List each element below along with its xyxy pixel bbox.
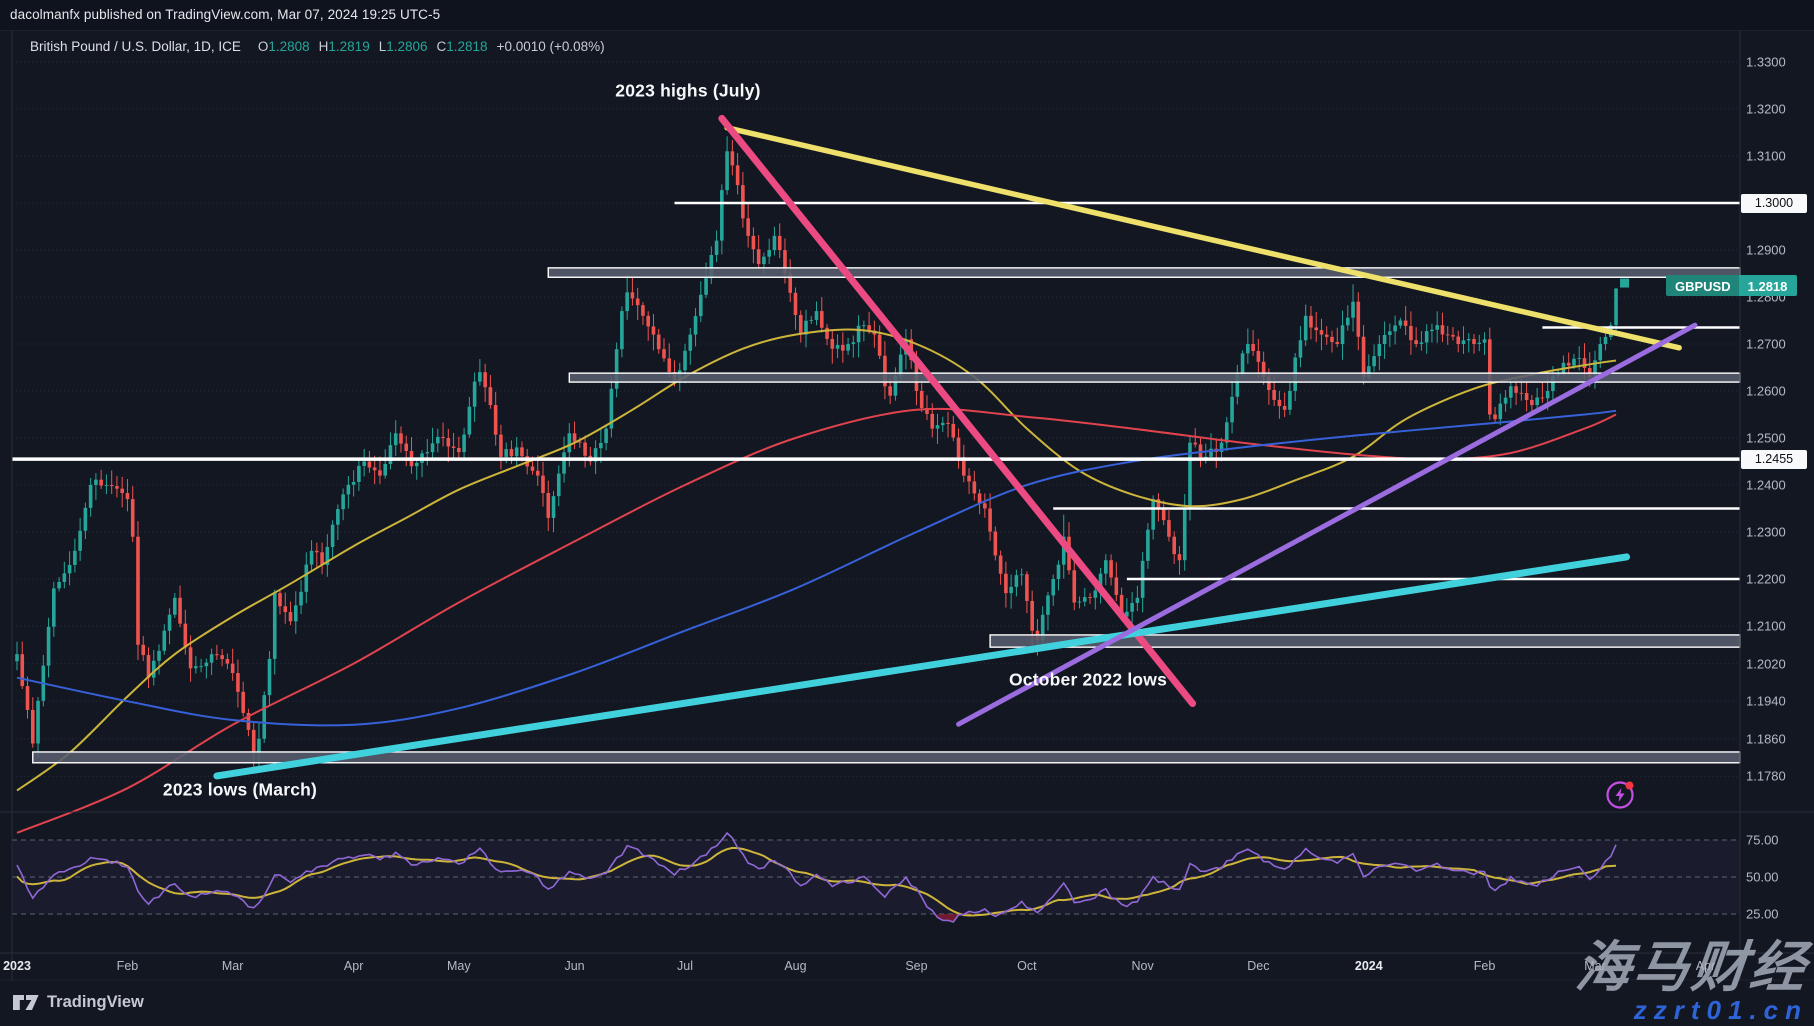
support-resistance-zone[interactable] — [32, 751, 1741, 764]
ascending-purple-trendline[interactable] — [956, 322, 1698, 727]
symbol-legend: British Pound / U.S. Dollar, 1D, ICE O1.2… — [30, 39, 605, 54]
time-axis-label[interactable]: Feb — [116, 959, 139, 973]
annotation-october-2022-lows: October 2022 lows — [1008, 669, 1168, 690]
time-axis-label[interactable]: Feb — [1473, 959, 1496, 973]
rsi-level-label: 75.00 — [1746, 832, 1779, 848]
descending-yellow-trendline[interactable] — [724, 125, 1682, 351]
time-axis-label[interactable]: Nov — [1131, 959, 1154, 973]
annotation-2023-highs: 2023 highs (July) — [615, 80, 761, 101]
last-price-symbol: GBPUSD — [1666, 274, 1739, 296]
time-axis-label[interactable]: Aug — [784, 959, 807, 973]
price-tick-label: 1.2300 — [1746, 524, 1786, 540]
price-tick-label: 1.2700 — [1746, 336, 1786, 352]
support-resistance-zone[interactable] — [547, 267, 1741, 278]
high-label: H — [318, 39, 329, 54]
price-level-badge-12455: 1.2455 — [1741, 449, 1807, 469]
open-label: O — [257, 39, 269, 54]
time-axis-label[interactable]: 2024 — [1354, 959, 1383, 973]
price-level-badge-13000: 1.3000 — [1741, 193, 1807, 213]
rsi-level-label: 50.00 — [1746, 869, 1779, 885]
last-price-badge: GBPUSD 1.2818 — [1666, 274, 1798, 296]
price-tick-label: 1.1940 — [1746, 693, 1786, 709]
support-resistance-zone[interactable] — [568, 372, 1741, 383]
ascending-cyan-trendline[interactable] — [213, 553, 1631, 780]
time-axis-label[interactable]: Apr — [1695, 959, 1716, 973]
symbol-title[interactable]: British Pound / U.S. Dollar, 1D, ICE — [30, 39, 241, 54]
price-tick-label: 1.2100 — [1746, 618, 1786, 634]
price-tick-label: 1.2600 — [1746, 383, 1786, 399]
time-axis-label[interactable]: May — [447, 959, 471, 973]
time-axis-label[interactable]: Mar — [1584, 959, 1606, 973]
change-value: +0.0010 (+0.08%) — [496, 39, 605, 54]
close-value: 1.2818 — [446, 39, 488, 54]
time-axis-label[interactable]: Sep — [905, 959, 928, 973]
price-tick-label: 1.3200 — [1746, 101, 1786, 117]
close-label: C — [436, 39, 447, 54]
high-value: 1.2819 — [328, 39, 370, 54]
price-tick-label: 1.2400 — [1746, 477, 1786, 493]
price-tick-label: 1.3300 — [1746, 54, 1786, 70]
time-axis-label[interactable]: Oct — [1017, 959, 1037, 973]
open-value: 1.2808 — [268, 39, 310, 54]
tradingview-logo-icon — [13, 995, 39, 1010]
publish-topbar: dacolmanfx published on TradingView.com,… — [0, 0, 1814, 31]
annotation-2023-lows: 2023 lows (March) — [162, 779, 318, 800]
rsi-signal-line — [16, 846, 1617, 917]
time-axis-label[interactable]: 2023 — [3, 959, 31, 973]
time-axis-label[interactable]: Jul — [677, 959, 694, 973]
time-axis-label[interactable]: Dec — [1247, 959, 1270, 973]
price-tick-label: 1.3100 — [1746, 148, 1786, 164]
last-price-value: 1.2818 — [1738, 274, 1798, 296]
time-axis-label[interactable]: Mar — [221, 959, 244, 973]
steep-pink-trendline[interactable] — [718, 114, 1197, 708]
price-tick-label: 1.1780 — [1746, 768, 1786, 784]
low-value: 1.2806 — [386, 39, 428, 54]
tradingview-attribution[interactable]: TradingView — [13, 993, 144, 1012]
price-tick-label: 1.1860 — [1746, 731, 1786, 747]
idea-lightning-icon[interactable] — [1606, 781, 1634, 809]
time-axis-label[interactable]: Apr — [343, 959, 364, 973]
price-tick-label: 1.2900 — [1746, 242, 1786, 258]
publish-info-text: dacolmanfx published on TradingView.com,… — [10, 7, 441, 22]
low-label: L — [378, 39, 387, 54]
price-tick-label: 1.2020 — [1746, 656, 1786, 672]
price-tick-label: 1.2200 — [1746, 571, 1786, 587]
time-axis-label[interactable]: Jun — [564, 959, 585, 973]
ma-slow-blue — [16, 409, 1617, 727]
rsi-level-label: 25.00 — [1746, 906, 1779, 922]
price-tick-label: 1.2500 — [1746, 430, 1786, 446]
rsi-line — [16, 831, 1617, 923]
tradingview-logo-text: TradingView — [47, 993, 144, 1011]
